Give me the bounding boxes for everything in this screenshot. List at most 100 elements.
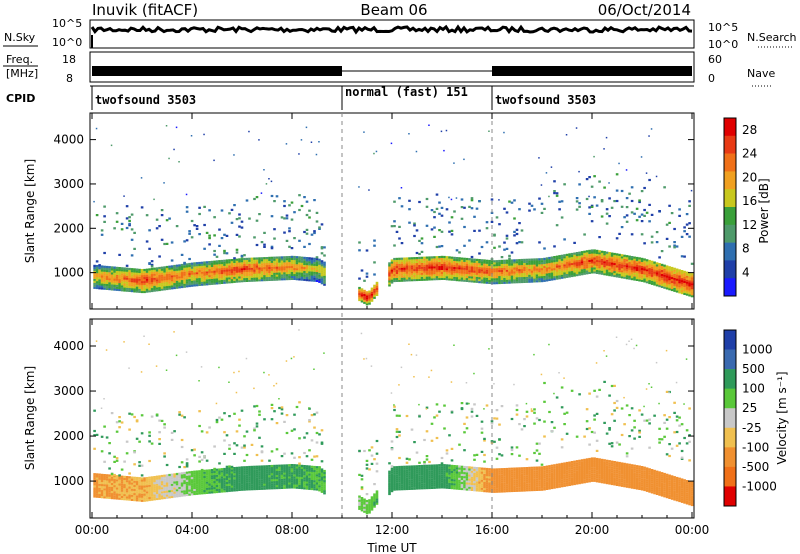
data-cell [363, 289, 366, 292]
data-cell [543, 263, 546, 266]
data-cell [520, 280, 524, 284]
data-cell [638, 267, 641, 270]
data-cell [408, 343, 410, 345]
data-cell [300, 468, 304, 471]
data-cell [205, 263, 209, 266]
data-cell [130, 284, 134, 287]
data-cell [370, 496, 374, 499]
data-cell [105, 273, 109, 277]
data-cell [415, 451, 419, 454]
data-cell [218, 488, 221, 491]
data-cell [308, 419, 311, 422]
data-cell [468, 280, 471, 283]
data-cell [680, 272, 684, 275]
data-cell [198, 472, 201, 475]
data-cell [605, 222, 609, 225]
data-cell [170, 269, 174, 272]
data-cell [293, 466, 296, 469]
data-cell [203, 469, 206, 472]
data-cell [605, 273, 609, 276]
data-cell [685, 213, 689, 216]
data-cell [625, 271, 629, 274]
data-cell [135, 276, 139, 279]
data-cell [318, 483, 321, 486]
data-cell [125, 498, 129, 501]
data-cell [425, 406, 429, 409]
data-cell [128, 271, 131, 275]
data-cell [270, 464, 274, 468]
data-cell [230, 261, 234, 264]
data-cell [290, 261, 294, 264]
data-cell [283, 270, 286, 273]
data-cell [558, 265, 561, 268]
data-cell [230, 277, 234, 280]
data-cell [493, 264, 496, 267]
data-cell [178, 476, 181, 479]
data-cell [588, 253, 591, 256]
data-cell [413, 481, 416, 484]
data-cell [540, 266, 544, 269]
data-cell [195, 474, 199, 477]
data-cell [168, 492, 171, 495]
data-cell [130, 254, 134, 257]
data-cell [185, 271, 189, 274]
data-cell [300, 270, 304, 273]
data-cell [213, 282, 216, 285]
data-cell [195, 268, 199, 271]
data-cell [510, 281, 514, 284]
data-cell [158, 278, 161, 282]
data-cell [218, 484, 221, 487]
data-cell [175, 276, 179, 279]
data-cell [130, 286, 134, 289]
data-cell [128, 494, 131, 497]
data-cell [268, 473, 271, 476]
data-cell [138, 489, 141, 492]
data-cell [130, 276, 134, 279]
data-cell [170, 481, 174, 484]
data-cell [245, 453, 249, 457]
data-cell [445, 208, 449, 211]
data-cell [543, 273, 546, 276]
data-cell [265, 475, 269, 478]
data-cell [200, 472, 204, 475]
data-cell [548, 268, 551, 272]
data-cell [163, 266, 166, 269]
data-cell [165, 488, 169, 491]
data-cell [180, 476, 184, 479]
data-cell [238, 468, 241, 471]
cpid-segment-3: twofsound 3503 [495, 93, 596, 107]
data-cell [93, 434, 96, 437]
data-cell [403, 257, 406, 260]
data-cell [110, 280, 114, 283]
data-cell [498, 271, 501, 275]
data-cell [645, 271, 649, 274]
data-cell [413, 465, 416, 468]
data-cell [440, 265, 444, 268]
data-cell [460, 269, 464, 272]
data-cell [223, 271, 226, 274]
data-cell [530, 262, 534, 265]
data-cell [408, 473, 411, 476]
data-cell [243, 459, 246, 462]
data-cell [665, 267, 669, 270]
data-cell [308, 273, 311, 276]
data-cell [673, 285, 676, 288]
data-cell [100, 287, 104, 290]
data-cell [93, 200, 95, 203]
data-cell [305, 263, 309, 266]
data-cell [245, 263, 249, 266]
data-cell [220, 281, 224, 284]
data-cell [630, 256, 634, 259]
data-cell [270, 247, 274, 250]
data-cell [390, 490, 394, 493]
data-cell [558, 200, 561, 203]
data-cell [203, 247, 206, 250]
data-cell [503, 259, 506, 262]
data-cell [360, 497, 364, 500]
data-cell [125, 269, 129, 272]
data-cell [663, 266, 666, 269]
data-cell [458, 263, 461, 266]
data-cell [360, 487, 364, 491]
data-cell [258, 269, 261, 272]
data-cell [295, 274, 299, 277]
